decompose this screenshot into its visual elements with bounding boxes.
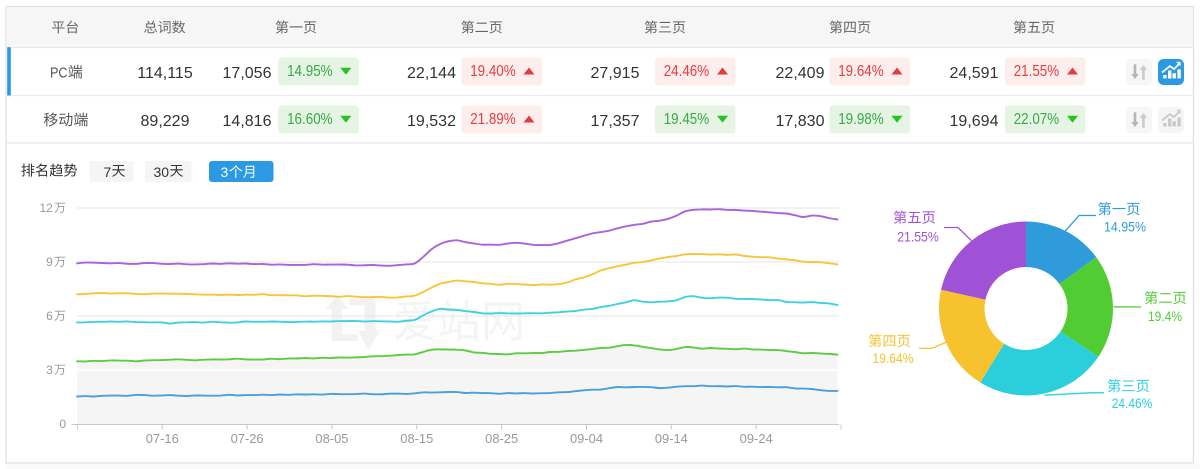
svg-text:0: 0 — [59, 417, 66, 431]
svg-text:3: 3 — [46, 363, 53, 377]
svg-text:09-24: 09-24 — [740, 432, 773, 446]
svg-text:27,915: 27,915 — [591, 65, 640, 82]
svg-text:17,830: 17,830 — [776, 113, 825, 130]
svg-text:22,144: 22,144 — [407, 65, 456, 82]
svg-text:21.55%: 21.55% — [1014, 63, 1060, 80]
svg-text:24.46%: 24.46% — [664, 63, 710, 80]
svg-text:17,056: 17,056 — [223, 65, 272, 82]
svg-text:19,694: 19,694 — [950, 113, 999, 130]
svg-text:19.40%: 19.40% — [470, 63, 516, 80]
svg-text:09-14: 09-14 — [655, 432, 688, 446]
svg-text:08-25: 08-25 — [485, 432, 518, 446]
svg-text:09-04: 09-04 — [570, 432, 603, 446]
svg-text:22,409: 22,409 — [776, 65, 825, 82]
svg-text:21.89%: 21.89% — [470, 111, 516, 128]
svg-text:19.98%: 19.98% — [838, 111, 884, 128]
svg-text:24,591: 24,591 — [950, 65, 999, 82]
svg-text:14.95%: 14.95% — [1104, 219, 1146, 235]
svg-text:19.64%: 19.64% — [838, 63, 884, 80]
svg-text:PC: PC — [50, 64, 68, 81]
svg-text:17,357: 17,357 — [591, 113, 640, 130]
svg-text:24.46%: 24.46% — [1112, 395, 1153, 411]
svg-text:07-26: 07-26 — [231, 432, 264, 446]
svg-text:7: 7 — [104, 164, 112, 180]
svg-text:16.60%: 16.60% — [287, 111, 333, 128]
svg-text:21.55%: 21.55% — [897, 229, 939, 245]
svg-text:08-15: 08-15 — [400, 432, 433, 446]
svg-text:114,115: 114,115 — [137, 65, 193, 82]
svg-text:89,229: 89,229 — [141, 113, 190, 130]
svg-text:19.4%: 19.4% — [1148, 308, 1182, 324]
svg-text:22.07%: 22.07% — [1014, 111, 1060, 128]
svg-text:12: 12 — [39, 201, 53, 215]
svg-text:19,532: 19,532 — [407, 113, 456, 130]
svg-text:6: 6 — [46, 309, 53, 323]
svg-text:3: 3 — [221, 164, 229, 180]
svg-text:30: 30 — [154, 164, 170, 180]
svg-text:14.95%: 14.95% — [287, 63, 333, 80]
svg-text:19.45%: 19.45% — [664, 111, 710, 128]
svg-text:14,816: 14,816 — [223, 113, 272, 130]
svg-text:07-16: 07-16 — [146, 432, 179, 446]
svg-text:19.64%: 19.64% — [873, 350, 914, 366]
svg-text:9: 9 — [46, 255, 53, 269]
svg-text:08-05: 08-05 — [315, 432, 348, 446]
